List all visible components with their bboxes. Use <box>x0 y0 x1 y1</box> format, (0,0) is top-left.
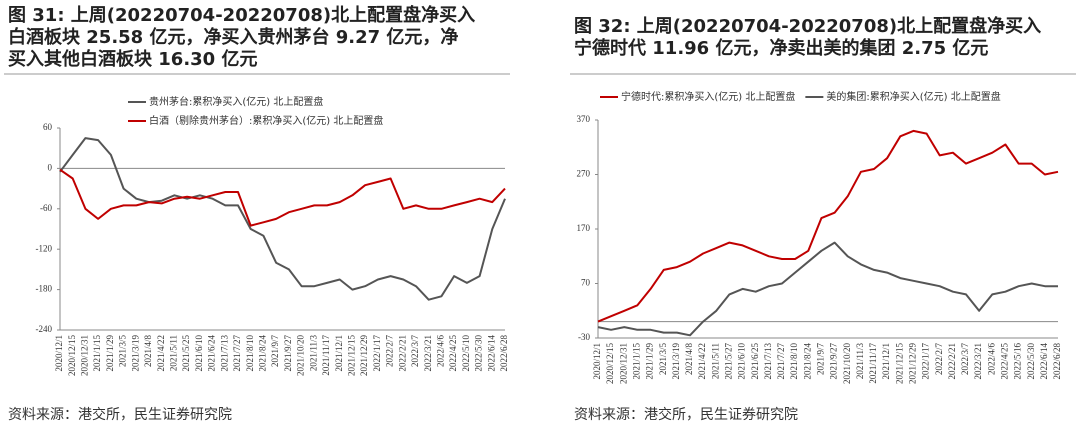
x-tick-label: 2021/9/7 <box>815 343 825 376</box>
x-tick-label: 2021/7/13 <box>763 343 773 380</box>
x-tick-label: 2021/4/22 <box>697 343 707 380</box>
x-tick-label: 2022/6/14 <box>486 335 496 372</box>
x-tick-label: 2022/1/17 <box>921 343 931 380</box>
x-tick-label: 2021/5/11 <box>168 335 178 371</box>
y-tick-label: 370 <box>577 114 591 124</box>
y-tick-label: -60 <box>40 203 52 213</box>
x-tick-label: 2021/12/1 <box>334 335 344 372</box>
y-tick-label: -30 <box>578 332 590 342</box>
x-tick-label: 2021/7/13 <box>219 335 229 372</box>
x-tick-label: 2021/7/27 <box>232 335 242 372</box>
source-note: 资料来源：港交所，民生证券研究院 <box>574 406 798 423</box>
x-tick-label: 2021/9/27 <box>829 343 839 380</box>
x-tick-label: 2021/8/24 <box>257 335 267 372</box>
source-note: 资料来源：港交所，民生证券研究院 <box>8 406 232 423</box>
x-tick-label: 2021/1/15 <box>92 335 102 372</box>
x-tick-label: 2021/5/11 <box>710 343 720 379</box>
x-tick-label: 2021/3/19 <box>130 335 140 372</box>
legend-label: 白酒（剔除贵州茅台）:累积净买入(亿元) 北上配置盘 <box>149 114 383 127</box>
x-tick-label: 2021/12/29 <box>907 343 917 385</box>
x-tick-label: 2020/12/1 <box>592 343 602 380</box>
y-tick-label: -120 <box>36 243 53 253</box>
x-tick-label: 2022/2/7 <box>385 335 395 368</box>
y-tick-label: -240 <box>36 324 53 334</box>
x-tick-label: 2021/10/20 <box>296 335 306 377</box>
x-tick-label: 2021/8/24 <box>802 343 812 380</box>
x-tick-label: 2022/5/10 <box>461 335 471 372</box>
x-tick-label: 2020/12/15 <box>605 343 615 385</box>
x-tick-label: 2021/11/3 <box>855 343 865 380</box>
x-tick-label: 2022/5/30 <box>474 335 484 372</box>
x-tick-label: 2021/6/10 <box>194 335 204 372</box>
chart-title: 买入其他白酒板块 16.30 亿元 <box>8 48 257 70</box>
x-tick-label: 2021/3/5 <box>118 335 128 368</box>
legend-label: 宁德时代:累积净买入(亿元) 北上配置盘 <box>621 90 795 103</box>
x-tick-label: 2022/3/7 <box>960 343 970 376</box>
x-tick-label: 2022/6/28 <box>499 335 509 372</box>
x-tick-label: 2022/4/6 <box>435 335 445 368</box>
x-tick-label: 2022/2/7 <box>934 343 944 376</box>
legend-label: 美的集团:累积净买入(亿元) 北上配置盘 <box>826 90 1000 103</box>
x-tick-label: 2021/5/25 <box>181 335 191 372</box>
legend-label: 贵州茅台:累积净买入(亿元) 北上配置盘 <box>149 95 323 108</box>
x-tick-label: 2020/12/1 <box>54 335 64 372</box>
x-tick-label: 2022/4/25 <box>448 335 458 372</box>
x-tick-label: 2021/12/1 <box>881 343 891 380</box>
x-tick-label: 2021/4/8 <box>684 343 694 376</box>
x-tick-label: 2022/2/21 <box>947 343 957 380</box>
x-tick-label: 2022/1/17 <box>372 335 382 372</box>
x-tick-label: 2021/12/29 <box>359 335 369 377</box>
chart-title: 图 32: 上周(20220704-20220708)北上配置盘净买入 <box>574 15 1041 37</box>
x-tick-label: 2021/11/3 <box>308 335 318 372</box>
x-tick-label: 2022/4/6 <box>986 343 996 376</box>
y-tick-label: -180 <box>36 284 53 294</box>
x-tick-label: 2020/12/15 <box>67 335 77 377</box>
x-tick-label: 2021/1/15 <box>631 343 641 380</box>
x-tick-label: 2022/6/14 <box>1039 343 1049 380</box>
y-tick-label: 170 <box>577 223 591 233</box>
x-tick-label: 2022/3/21 <box>973 343 983 380</box>
x-tick-label: 2021/8/10 <box>245 335 255 372</box>
x-tick-label: 2021/4/22 <box>156 335 166 372</box>
series-line <box>597 241 1058 337</box>
x-tick-label: 2021/4/8 <box>143 335 153 368</box>
x-tick-label: 2021/9/7 <box>270 335 280 368</box>
series-line <box>59 137 506 301</box>
x-tick-label: 2021/8/10 <box>789 343 799 380</box>
y-tick-label: 270 <box>577 169 591 179</box>
x-tick-label: 2022/3/21 <box>423 335 433 372</box>
series-line <box>59 168 506 227</box>
x-tick-label: 2022/5/30 <box>1026 343 1036 380</box>
y-tick-label: 0 <box>48 162 53 172</box>
x-tick-label: 2021/12/15 <box>894 343 904 385</box>
x-tick-label: 2021/3/5 <box>658 343 668 376</box>
x-tick-label: 2021/11/17 <box>868 343 878 384</box>
x-tick-label: 2021/6/10 <box>737 343 747 380</box>
y-tick-label: 60 <box>43 122 53 132</box>
x-tick-label: 2021/10/20 <box>842 343 852 385</box>
x-tick-label: 2021/5/27 <box>723 343 733 380</box>
x-tick-label: 2021/1/29 <box>105 335 115 372</box>
chart-title: 宁德时代 11.96 亿元，净卖出美的集团 2.75 亿元 <box>574 37 988 59</box>
x-tick-label: 2022/2/21 <box>397 335 407 372</box>
x-tick-label: 2021/12/15 <box>346 335 356 377</box>
x-tick-label: 2021/7/27 <box>776 343 786 380</box>
x-tick-label: 2021/6/25 <box>750 343 760 380</box>
x-tick-label: 2022/6/28 <box>1052 343 1062 380</box>
x-tick-label: 2021/11/17 <box>321 335 331 376</box>
x-tick-label: 2020/12/31 <box>79 335 89 376</box>
x-tick-label: 2022/5/16 <box>1013 343 1023 380</box>
x-tick-label: 2021/6/24 <box>207 335 217 372</box>
x-tick-label: 2022/4/25 <box>999 343 1009 380</box>
x-tick-label: 2021/1/29 <box>645 343 655 380</box>
chart-title: 白酒板块 25.58 亿元，净买入贵州茅台 9.27 亿元，净 <box>8 26 458 48</box>
series-line <box>597 129 1059 323</box>
y-tick-label: 70 <box>581 278 591 288</box>
x-tick-label: 2022/3/7 <box>410 335 420 368</box>
x-tick-label: 2021/3/19 <box>671 343 681 380</box>
x-tick-label: 2020/12/31 <box>618 343 628 384</box>
x-tick-label: 2021/9/27 <box>283 335 293 372</box>
chart-title: 图 31: 上周(20220704-20220708)北上配置盘净买入 <box>8 4 475 26</box>
